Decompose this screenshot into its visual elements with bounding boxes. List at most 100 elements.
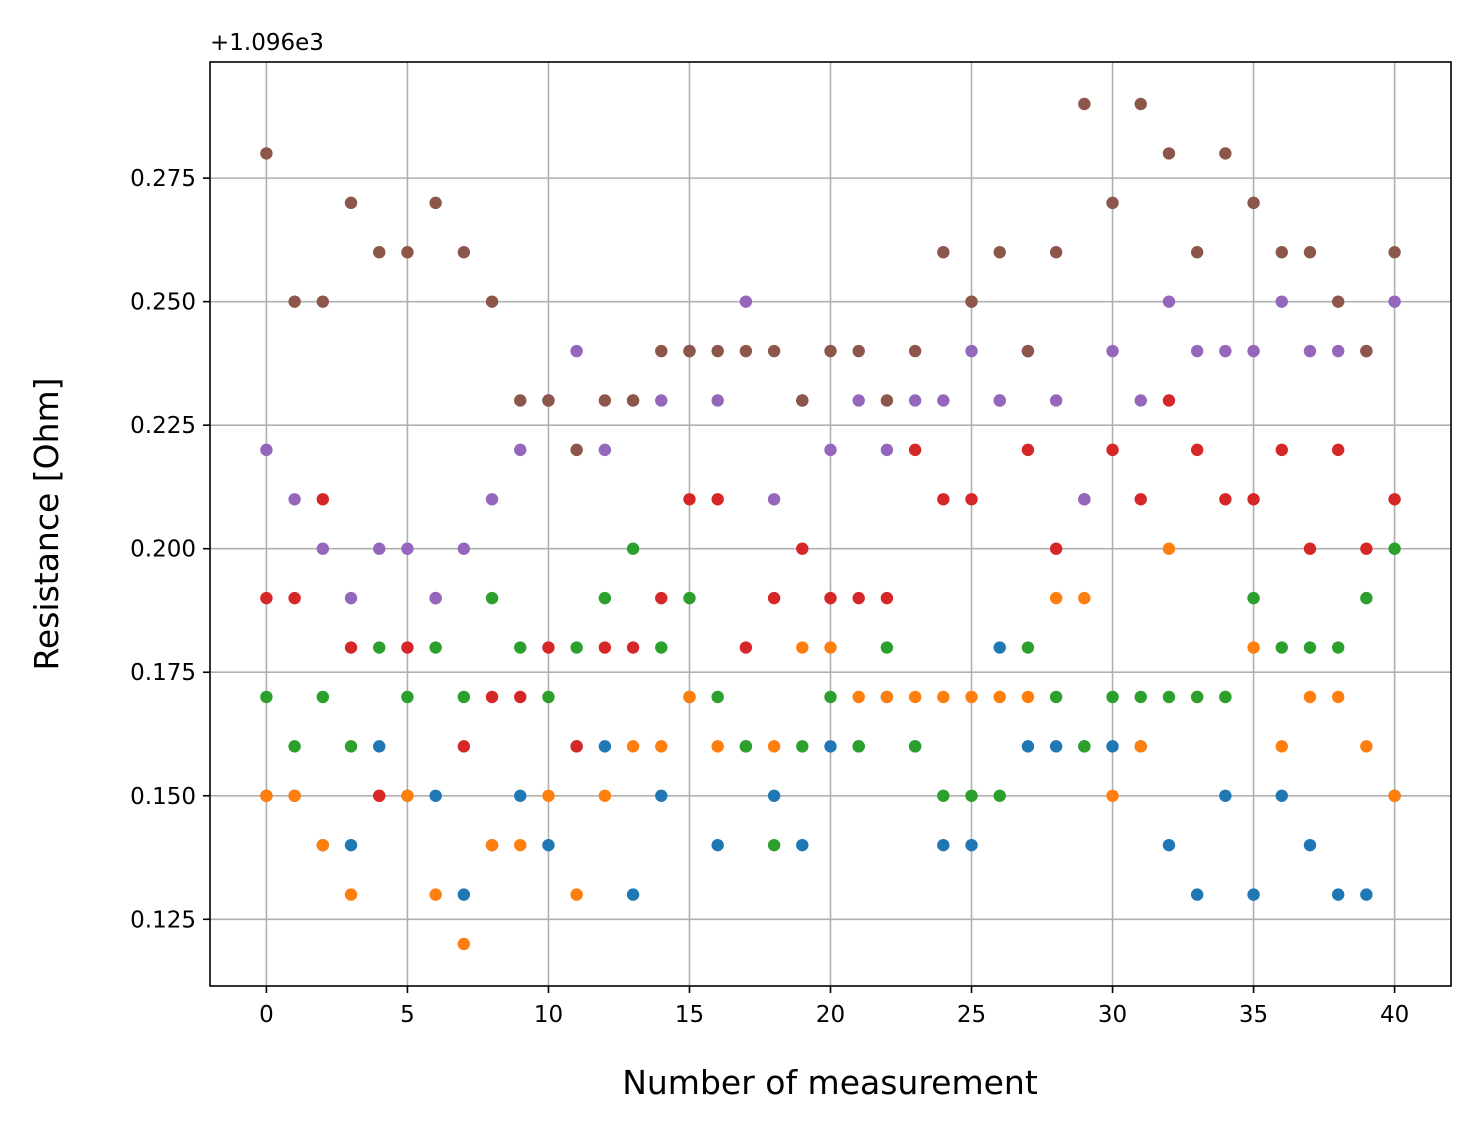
data-point-series-3: [683, 591, 696, 605]
data-point-series-3: [514, 641, 527, 654]
data-point-series-3: [457, 690, 471, 704]
data-point-series-5: [401, 542, 414, 555]
data-point-series-2: [344, 888, 358, 901]
data-point-series-2: [1303, 690, 1317, 704]
data-point-series-2: [852, 690, 865, 704]
data-point-series-4: [796, 542, 809, 555]
data-point-series-3: [937, 789, 950, 802]
data-point-series-2: [1360, 740, 1373, 753]
data-point-series-2: [457, 937, 471, 951]
data-point-series-2: [1247, 641, 1260, 654]
x-tick-label: 40: [1380, 1002, 1409, 1028]
x-axis-ticks: 0 5 10 15 20 25 30 35 40: [259, 986, 1409, 1028]
data-point-series-2: [965, 690, 978, 704]
data-point-series-3: [1078, 740, 1091, 753]
data-point-series-6: [598, 394, 612, 407]
data-point-series-6: [824, 344, 837, 358]
data-point-series-5: [1331, 344, 1345, 358]
data-point-series-1: [1275, 789, 1288, 802]
data-point-series-3: [739, 740, 753, 753]
data-point-series-5: [1388, 295, 1401, 308]
data-point-series-6: [1049, 246, 1063, 259]
y-tick-label: 0.275: [130, 166, 196, 192]
data-point-series-3: [260, 690, 273, 704]
data-point-series-3: [626, 542, 640, 555]
data-point-series-1: [457, 888, 471, 901]
data-point-series-5: [767, 493, 781, 506]
data-point-series-6: [1106, 196, 1119, 210]
data-point-series-1: [514, 789, 527, 802]
data-point-series-5: [739, 295, 753, 308]
data-point-series-2: [401, 789, 414, 802]
data-point-series-6: [316, 295, 330, 308]
data-point-series-4: [965, 493, 978, 506]
data-point-series-5: [260, 443, 273, 457]
data-point-series-1: [937, 838, 950, 852]
data-point-series-3: [429, 641, 442, 654]
data-point-series-5: [655, 394, 668, 407]
data-point-series-5: [908, 394, 922, 407]
data-point-series-4: [937, 493, 950, 506]
data-point-series-2: [1331, 690, 1345, 704]
data-point-series-6: [1162, 147, 1176, 160]
data-point-series-4: [1360, 542, 1373, 555]
data-point-series-4: [1162, 394, 1176, 407]
data-point-series-1: [598, 740, 612, 753]
data-point-series-2: [260, 789, 273, 802]
data-point-series-6: [542, 394, 555, 407]
data-point-series-6: [880, 394, 894, 407]
data-point-series-2: [937, 690, 950, 704]
data-point-series-1: [767, 789, 781, 802]
data-point-series-6: [1134, 97, 1147, 111]
data-point-series-3: [908, 740, 922, 753]
data-point-series-2: [288, 789, 301, 802]
data-point-series-1: [655, 789, 668, 802]
data-point-series-6: [1190, 246, 1204, 259]
data-point-series-4: [1134, 493, 1147, 506]
data-point-series-5: [570, 344, 583, 358]
data-point-series-5: [598, 443, 612, 457]
data-point-series-3: [401, 690, 414, 704]
data-point-series-2: [1021, 690, 1035, 704]
data-point-series-6: [457, 246, 471, 259]
data-point-series-3: [767, 838, 781, 852]
x-tick-label: 25: [957, 1002, 986, 1028]
data-point-series-3: [1134, 690, 1147, 704]
data-point-series-4: [626, 641, 640, 654]
data-point-series-6: [288, 295, 301, 308]
data-point-series-3: [288, 740, 301, 753]
data-point-series-4: [1190, 443, 1204, 457]
x-tick-label: 35: [1239, 1002, 1268, 1028]
data-point-series-1: [796, 838, 809, 852]
data-point-series-3: [880, 641, 894, 654]
data-point-series-3: [1388, 542, 1401, 555]
data-point-series-5: [1049, 394, 1063, 407]
data-point-series-4: [344, 641, 358, 654]
data-point-series-4: [711, 493, 724, 506]
data-point-series-6: [852, 344, 865, 358]
x-tick-label: 5: [400, 1002, 415, 1028]
data-point-series-6: [796, 394, 809, 407]
data-point-series-5: [1078, 493, 1091, 506]
data-point-series-3: [796, 740, 809, 753]
data-point-series-3: [1331, 641, 1345, 654]
data-point-series-4: [316, 493, 330, 506]
data-point-series-5: [1219, 344, 1232, 358]
data-point-series-6: [429, 196, 442, 210]
data-point-series-3: [542, 690, 555, 704]
data-point-series-5: [316, 542, 330, 555]
data-point-series-3: [1190, 690, 1204, 704]
data-point-series-4: [1247, 493, 1260, 506]
data-point-series-4: [824, 591, 837, 605]
data-point-series-4: [1388, 493, 1401, 506]
data-point-series-4: [852, 591, 865, 605]
data-point-series-6: [1275, 246, 1288, 259]
data-point-series-5: [1190, 344, 1204, 358]
data-point-series-5: [1303, 344, 1317, 358]
data-point-series-1: [1049, 740, 1063, 753]
data-point-series-3: [570, 641, 583, 654]
data-point-series-3: [852, 740, 865, 753]
data-point-series-2: [1388, 789, 1401, 802]
data-point-series-2: [1106, 789, 1119, 802]
data-point-series-6: [260, 147, 273, 160]
